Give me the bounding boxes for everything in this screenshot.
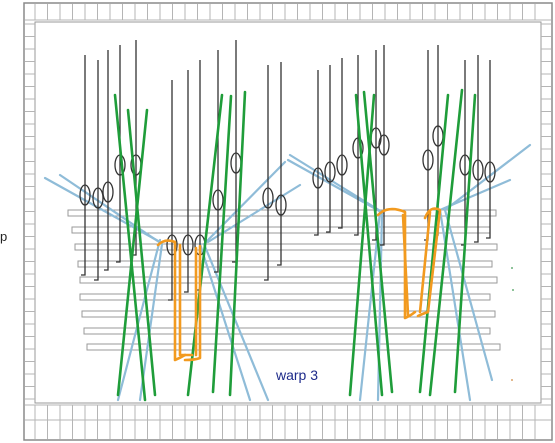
heddle-string <box>277 62 282 266</box>
weft-bar <box>83 327 491 335</box>
orange-weft-loop <box>183 244 202 362</box>
blue-warp-thread <box>43 176 162 244</box>
side-label: p <box>0 229 8 244</box>
heddle-eye <box>166 234 178 256</box>
weft-bar <box>81 310 496 318</box>
blue-warp-thread <box>443 143 532 212</box>
dot-marker <box>511 379 513 381</box>
blue-warp-thread <box>204 160 287 244</box>
blue-warp-thread <box>438 178 512 212</box>
green-warp-threads <box>113 88 477 402</box>
heddle-string <box>184 70 189 293</box>
green-warp-thread <box>453 93 477 394</box>
heddle-eye <box>352 137 364 159</box>
green-warp-thread <box>126 108 157 397</box>
heddle-eye <box>324 161 336 183</box>
heddle-eye <box>212 189 224 211</box>
heddle-string <box>314 70 319 236</box>
blue-warp-thread <box>58 173 164 246</box>
green-warp-thread <box>418 93 450 394</box>
green-warp-thread <box>186 93 224 397</box>
heddle-string <box>326 65 331 233</box>
orange-weft-loop <box>418 210 432 314</box>
heddle-string <box>338 58 343 229</box>
heddle-string <box>380 45 385 246</box>
blue-warp-thread <box>116 238 162 402</box>
green-warp-thread <box>113 93 147 402</box>
blue-warp-thread <box>198 242 252 402</box>
blue-warp-thread <box>358 210 382 402</box>
green-warp-thread <box>348 93 376 397</box>
orange-weft-loop <box>178 243 194 357</box>
orange-weft-loop <box>401 213 410 317</box>
green-warp-thread <box>354 93 384 397</box>
heddle-string <box>104 50 109 271</box>
heddle-eye <box>472 159 484 181</box>
blue-warp-thread <box>202 242 270 402</box>
weft-bar <box>86 343 501 351</box>
heddle-eye <box>79 184 91 206</box>
heddle-string <box>116 45 121 263</box>
green-warp-thread <box>428 88 464 397</box>
heddle-string <box>94 60 99 281</box>
heddle-eye <box>262 187 274 209</box>
heddle-eye <box>336 154 348 176</box>
bottom-tick-ruler <box>25 404 551 439</box>
heddle-string <box>474 55 479 243</box>
dot-marker <box>511 267 513 269</box>
blue-warp-thread <box>286 158 385 215</box>
weft-bar <box>74 243 498 251</box>
right-tick-ruler <box>541 23 551 400</box>
heddle-string <box>168 80 173 301</box>
inner-panel <box>34 21 542 404</box>
heddle-string <box>81 55 86 276</box>
weft-bar <box>79 293 491 301</box>
heddle-eye <box>484 161 496 183</box>
left-tick-ruler <box>25 23 35 400</box>
green-warp-thread <box>228 90 247 397</box>
orange-weft-loop <box>416 207 442 318</box>
weft-bar <box>77 260 493 268</box>
blue-warp-thread <box>443 208 494 382</box>
green-warp-thread <box>362 90 394 394</box>
heddle-eye <box>102 181 114 203</box>
heddle-eye <box>378 134 390 156</box>
orange-weft-loop <box>156 239 187 362</box>
weft-bar <box>79 276 498 284</box>
heddle-string <box>486 60 491 239</box>
green-warp-thread <box>116 108 149 397</box>
orange-weft-loops <box>156 207 442 362</box>
green-warp-thread <box>211 94 233 394</box>
heddle-eye <box>312 167 324 189</box>
heddle-eye <box>275 194 287 216</box>
weft-bar <box>67 209 497 217</box>
heddle-string <box>372 50 377 241</box>
heddle-eye <box>182 234 194 256</box>
warp-label: warp 3 <box>276 367 319 383</box>
blue-warp-threads <box>43 143 532 402</box>
heddle-string <box>264 65 269 281</box>
top-tick-ruler <box>25 4 551 21</box>
heddle-eye <box>92 187 104 209</box>
heddle-eye <box>422 149 434 171</box>
dot-marker <box>512 289 514 291</box>
